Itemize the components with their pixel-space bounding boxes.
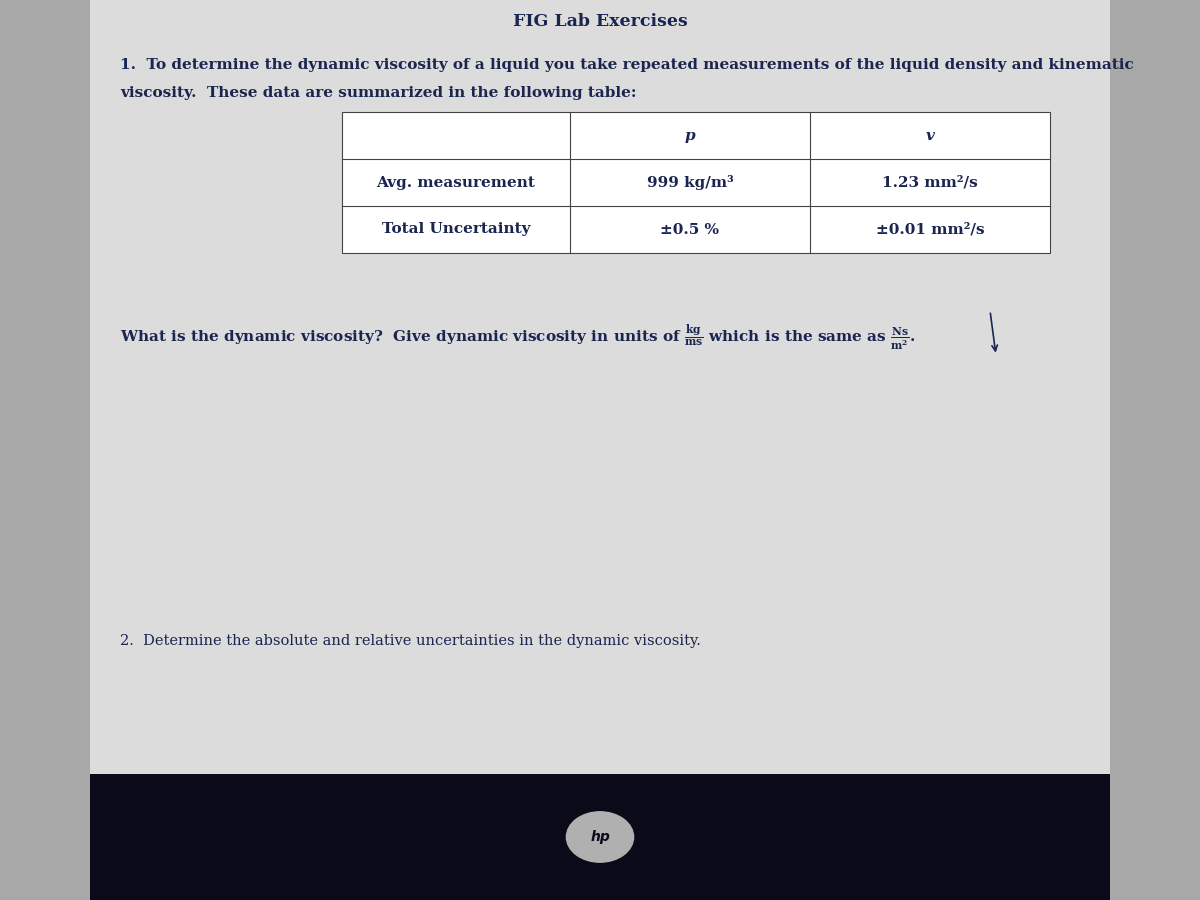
Text: ±0.5 %: ±0.5 %: [660, 222, 720, 237]
Text: 1.23 mm²/s: 1.23 mm²/s: [882, 176, 978, 190]
Text: FIG Lab Exercises: FIG Lab Exercises: [512, 14, 688, 31]
Text: ±0.01 mm²/s: ±0.01 mm²/s: [876, 222, 984, 237]
Bar: [90, 0, 1110, 774]
Circle shape: [566, 812, 634, 862]
Text: viscosity.  These data are summarized in the following table:: viscosity. These data are summarized in …: [120, 86, 636, 100]
Text: v: v: [925, 129, 935, 143]
Text: Total Uncertainty: Total Uncertainty: [382, 222, 530, 237]
Text: 999 kg/m³: 999 kg/m³: [647, 176, 733, 190]
Bar: [90, 774, 1110, 900]
Text: Avg. measurement: Avg. measurement: [377, 176, 535, 190]
Text: What is the dynamic viscosity?  Give dynamic viscosity in units of $\mathregular: What is the dynamic viscosity? Give dyna…: [120, 322, 916, 353]
Text: hp: hp: [590, 830, 610, 844]
Text: p: p: [685, 129, 695, 143]
Bar: [342, 112, 1050, 253]
Text: 1.  To determine the dynamic viscosity of a liquid you take repeated measurement: 1. To determine the dynamic viscosity of…: [120, 58, 1134, 73]
Text: 2.  Determine the absolute and relative uncertainties in the dynamic viscosity.: 2. Determine the absolute and relative u…: [120, 634, 701, 649]
